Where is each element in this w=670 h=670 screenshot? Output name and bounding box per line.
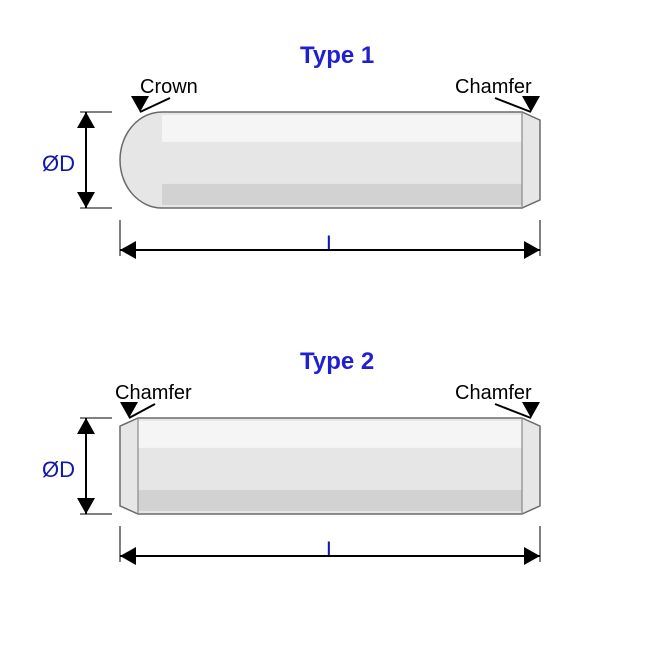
- type1-diameter-label: ØD: [42, 151, 75, 177]
- type2-diameter-label: ØD: [42, 457, 75, 483]
- diagram-svg: [0, 0, 670, 670]
- type2-length-label: L: [326, 537, 338, 563]
- type2-title: Type 2: [300, 348, 374, 376]
- type1-length-label: L: [326, 231, 338, 257]
- type1-right-end-label: Chamfer: [455, 76, 532, 99]
- type2-left-end-label: Chamfer: [115, 382, 192, 405]
- type1-left-end-label: Crown: [140, 76, 198, 99]
- type1-title: Type 1: [300, 42, 374, 70]
- diagram-container: Type 1 Type 2 Crown Chamfer Chamfer Cham…: [0, 0, 670, 670]
- type2-right-end-label: Chamfer: [455, 382, 532, 405]
